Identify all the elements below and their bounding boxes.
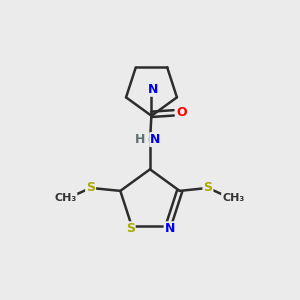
Text: N: N xyxy=(148,82,158,96)
Text: N: N xyxy=(150,133,161,146)
Text: CH₃: CH₃ xyxy=(54,193,76,203)
Text: S: S xyxy=(203,182,212,194)
Text: CH₃: CH₃ xyxy=(222,193,244,203)
Text: O: O xyxy=(176,106,187,119)
Text: N: N xyxy=(165,222,175,235)
Text: S: S xyxy=(126,222,135,235)
Text: S: S xyxy=(86,182,95,194)
Text: H: H xyxy=(134,133,145,146)
Text: N: N xyxy=(148,82,158,96)
